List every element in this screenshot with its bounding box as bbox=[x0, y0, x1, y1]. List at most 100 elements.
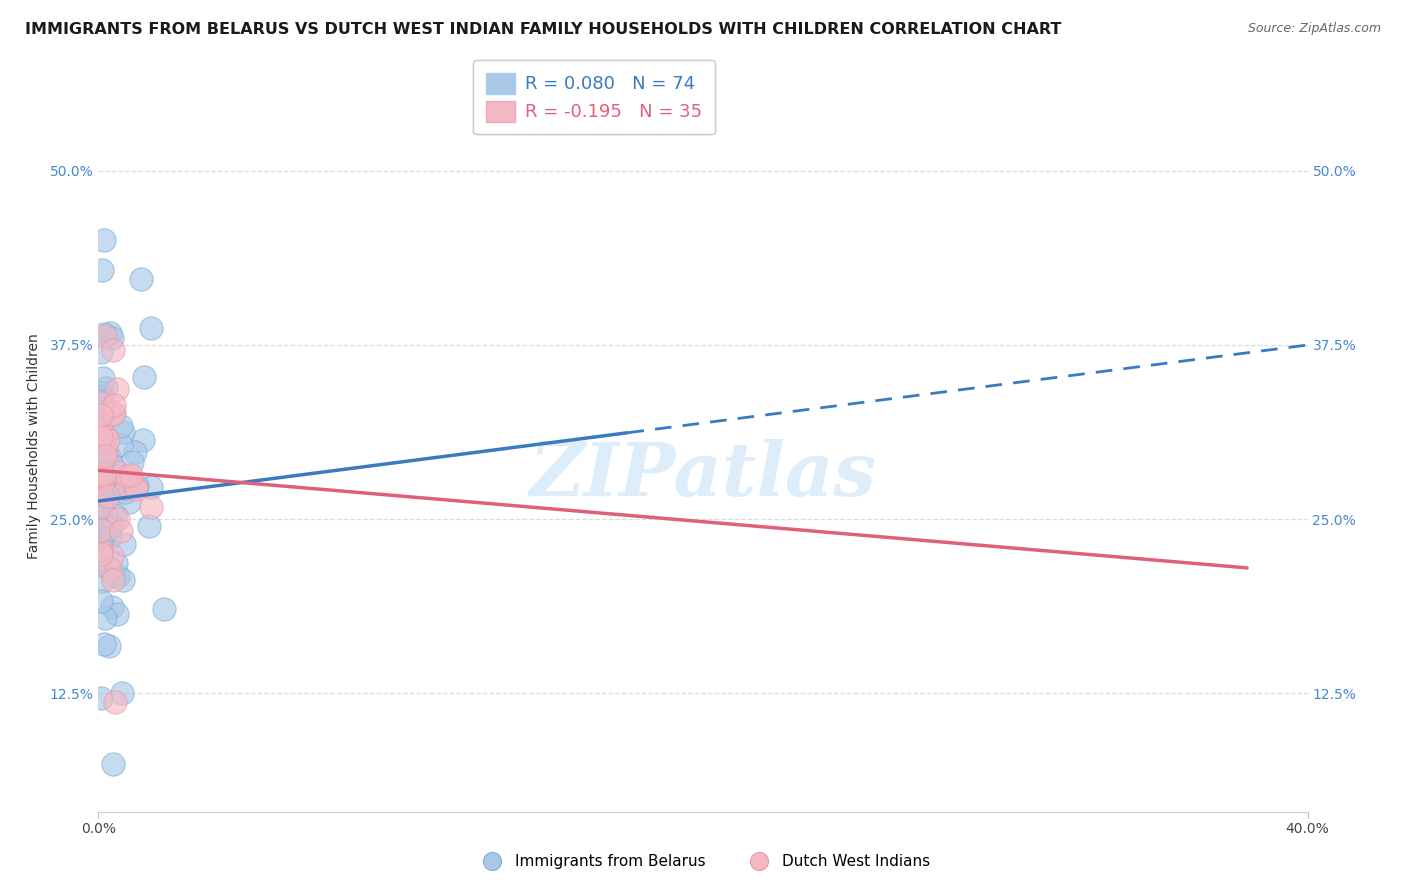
Point bbox=[129, 272, 152, 286]
Point bbox=[114, 484, 136, 499]
Point bbox=[121, 455, 143, 469]
Point bbox=[115, 468, 138, 483]
Point bbox=[93, 479, 115, 493]
Point bbox=[101, 757, 124, 772]
Point bbox=[105, 383, 128, 397]
Point bbox=[100, 522, 122, 536]
Point bbox=[90, 344, 112, 359]
Point bbox=[93, 449, 115, 463]
Point bbox=[125, 478, 148, 492]
Point bbox=[115, 481, 138, 495]
Point bbox=[90, 409, 112, 423]
Point bbox=[94, 610, 117, 624]
Point bbox=[91, 396, 114, 410]
Point bbox=[112, 425, 135, 439]
Point bbox=[114, 481, 136, 495]
Point bbox=[97, 639, 120, 653]
Point bbox=[93, 233, 115, 247]
Point bbox=[101, 331, 124, 345]
Point bbox=[90, 469, 112, 483]
Point bbox=[111, 686, 134, 700]
Point bbox=[103, 399, 125, 413]
Point bbox=[118, 495, 141, 509]
Point bbox=[98, 326, 121, 340]
Point bbox=[97, 489, 120, 503]
Point bbox=[110, 418, 132, 433]
Point bbox=[90, 545, 112, 559]
Point bbox=[94, 520, 117, 534]
Point bbox=[138, 519, 160, 533]
Point bbox=[104, 508, 127, 522]
Point bbox=[90, 262, 112, 277]
Point bbox=[90, 484, 112, 499]
Point bbox=[94, 329, 117, 343]
Point bbox=[103, 406, 125, 420]
Point bbox=[90, 430, 112, 444]
Point bbox=[90, 594, 112, 608]
Point bbox=[90, 456, 112, 470]
Point bbox=[101, 573, 124, 587]
Point bbox=[125, 482, 148, 496]
Point bbox=[141, 321, 163, 335]
Point bbox=[90, 543, 112, 558]
Point bbox=[93, 370, 115, 384]
Y-axis label: Family Households with Children: Family Households with Children bbox=[27, 333, 41, 559]
Point bbox=[91, 490, 114, 504]
Point bbox=[98, 449, 121, 463]
Point bbox=[94, 381, 117, 395]
Text: Source: ZipAtlas.com: Source: ZipAtlas.com bbox=[1247, 22, 1381, 36]
Legend: R = 0.080   N = 74, R = -0.195   N = 35: R = 0.080 N = 74, R = -0.195 N = 35 bbox=[472, 60, 716, 135]
Point bbox=[103, 343, 125, 357]
Point bbox=[96, 522, 118, 536]
Point bbox=[90, 500, 112, 514]
Point bbox=[107, 512, 129, 526]
Point bbox=[104, 695, 127, 709]
Point bbox=[90, 524, 112, 538]
Point bbox=[90, 409, 112, 423]
Point bbox=[101, 458, 124, 472]
Point bbox=[124, 445, 146, 459]
Point bbox=[91, 475, 114, 490]
Point bbox=[90, 532, 112, 546]
Point bbox=[91, 386, 114, 401]
Point bbox=[107, 568, 129, 582]
Point bbox=[91, 458, 114, 473]
Point bbox=[96, 491, 118, 506]
Point bbox=[94, 508, 117, 523]
Text: IMMIGRANTS FROM BELARUS VS DUTCH WEST INDIAN FAMILY HOUSEHOLDS WITH CHILDREN COR: IMMIGRANTS FROM BELARUS VS DUTCH WEST IN… bbox=[25, 22, 1062, 37]
Point bbox=[98, 408, 121, 422]
Point bbox=[93, 326, 115, 341]
Point bbox=[110, 524, 132, 538]
Point bbox=[90, 460, 112, 475]
Point bbox=[141, 500, 163, 515]
Point bbox=[90, 541, 112, 555]
Point bbox=[112, 537, 135, 551]
Point bbox=[153, 601, 176, 615]
Point bbox=[94, 429, 117, 443]
Point bbox=[90, 406, 112, 420]
Point bbox=[93, 637, 115, 651]
Point bbox=[120, 468, 142, 483]
Point bbox=[101, 569, 124, 583]
Point bbox=[93, 481, 115, 495]
Point bbox=[90, 547, 112, 561]
Point bbox=[101, 549, 124, 563]
Point bbox=[98, 530, 121, 544]
Point bbox=[111, 574, 134, 588]
Point bbox=[90, 542, 112, 557]
Point bbox=[141, 480, 163, 494]
Point bbox=[96, 444, 118, 458]
Point bbox=[90, 493, 112, 508]
Point bbox=[107, 465, 129, 479]
Point bbox=[124, 480, 146, 494]
Point bbox=[90, 390, 112, 404]
Point bbox=[93, 468, 115, 483]
Point bbox=[100, 561, 122, 575]
Point bbox=[97, 433, 120, 447]
Point bbox=[110, 438, 132, 452]
Point bbox=[90, 574, 112, 589]
Point bbox=[90, 690, 112, 705]
Point bbox=[90, 453, 112, 467]
Point bbox=[101, 516, 124, 531]
Point bbox=[90, 395, 112, 409]
